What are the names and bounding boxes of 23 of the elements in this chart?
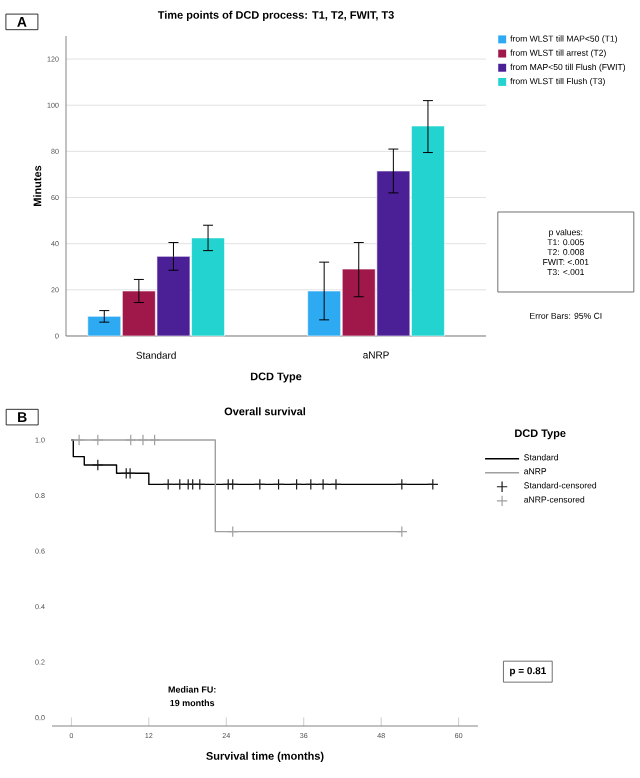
point xyxy=(92,434,104,446)
point xyxy=(272,478,285,491)
point xyxy=(124,467,136,480)
point xyxy=(226,478,239,491)
point xyxy=(182,478,194,491)
point xyxy=(317,478,329,491)
point xyxy=(330,478,342,491)
point xyxy=(290,478,303,491)
point xyxy=(186,478,199,491)
point xyxy=(174,478,186,491)
point xyxy=(254,478,266,491)
point xyxy=(148,434,161,446)
point xyxy=(120,467,133,480)
point xyxy=(222,478,234,491)
point xyxy=(427,478,439,491)
point xyxy=(137,434,149,446)
point xyxy=(124,434,137,446)
point xyxy=(92,459,104,471)
point xyxy=(194,478,206,491)
point xyxy=(396,478,408,491)
point xyxy=(226,525,239,538)
point xyxy=(305,478,317,491)
point xyxy=(162,478,174,491)
